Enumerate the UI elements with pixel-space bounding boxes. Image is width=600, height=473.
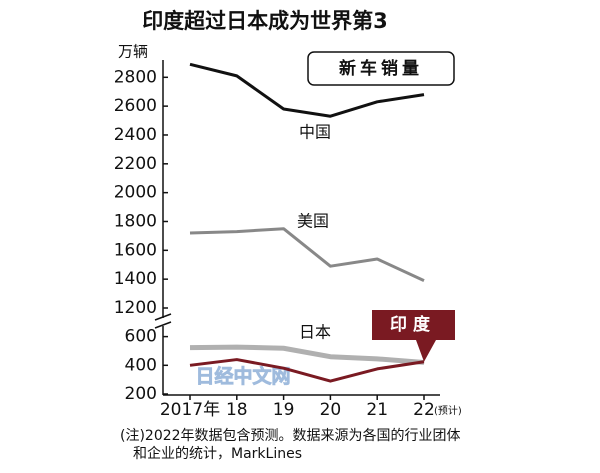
y-tick-label: 400 — [125, 355, 157, 375]
subtitle: 新车销量 — [339, 58, 423, 79]
x-tick-label: 2017年 — [160, 400, 220, 420]
y-tick-label: 2800 — [114, 67, 157, 87]
series-label: 美国 — [297, 212, 329, 231]
unit-label: 万辆 — [118, 43, 148, 61]
series-label-box — [372, 310, 455, 362]
subtitle-box — [307, 51, 455, 86]
series-line — [189, 358, 425, 383]
series-label: 印度 — [390, 314, 436, 335]
y-tick-label: 2400 — [114, 125, 157, 145]
y-tick-label: 2600 — [114, 96, 157, 116]
x-tick-label: 19 — [273, 400, 295, 420]
chart-title: 印度超过日本成为世界第3 — [142, 9, 388, 33]
x-tick-label: 18 — [226, 400, 248, 420]
y-tick-label: 200 — [125, 384, 157, 404]
y-tick-label: 2200 — [114, 154, 157, 174]
y-tick-label: 1400 — [114, 269, 157, 289]
y-tick-label: 1800 — [114, 211, 157, 231]
note: (注)2022年数据包含预测。数据来源为各国的行业团体 — [120, 428, 461, 444]
axis-break — [154, 321, 172, 329]
x-tick-label: 21 — [366, 400, 388, 420]
watermark: 日经中文网 — [195, 365, 290, 388]
y-tick-label: 600 — [125, 327, 157, 347]
x-tick-label: 22 — [413, 400, 435, 420]
axis-break — [154, 313, 172, 321]
series-label: 中国 — [299, 123, 331, 142]
note: 和企业的统计，MarkLines — [133, 445, 302, 462]
x-tick-label: 20 — [320, 400, 342, 420]
y-tick-label: 2000 — [114, 183, 157, 203]
series-line — [189, 62, 425, 118]
series-label: 日本 — [299, 323, 331, 342]
series-line — [189, 227, 425, 282]
y-tick-label: 1200 — [114, 298, 157, 318]
y-tick-label: 1600 — [114, 240, 157, 260]
series-line — [189, 344, 425, 365]
x-tick-note: (预计) — [434, 404, 462, 417]
